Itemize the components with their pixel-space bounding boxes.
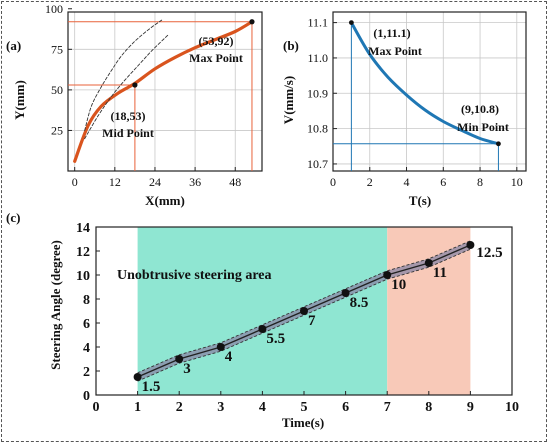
panel-c-region-label: Unobtrusive steering area [117,268,272,283]
panel-a-xlabel: X(mm) [145,193,185,208]
panel-a-ytick-label: 50 [51,83,63,97]
panel-c-ytick-label: 8 [83,293,90,308]
panel-c-point-1 [175,355,184,363]
panel-c-xtick-label: 5 [301,400,308,415]
panel-c-plot: 0 1 2 3 4 5 6 7 8 9 10024681012141.5345.578.510111… [76,221,519,415]
panel-c-xtick-label: 8 [425,400,432,415]
panel-a-ytick-label: 100 [45,2,63,16]
panel-c-xtick-label: 7 [384,400,391,415]
panel-c-xlabel: Time(s) [282,415,324,430]
panel-c-ytick-label: 12 [76,245,90,260]
panel-b-point-1 [496,141,501,147]
panel-c-xtick-label: 4 [259,400,266,415]
panel-c-point-label-6: 10 [391,277,406,293]
panel-b-xtick-label: 4 [404,175,410,189]
panel-a-series-line-0 [73,20,254,163]
panel-a-plot: 0 12 24 36 48 25 50 75 100 [45,2,263,189]
panel-a-mid-name: Mid Point [102,126,154,140]
panel-c: 0 1 2 3 4 5 6 7 8 9 10024681012141.5345.578.510111… [6,210,519,430]
panel-b-point-0 [348,20,354,25]
panel-b-ytick-label: 11.1 [307,16,328,30]
panel-b-axes-frame [332,11,527,172]
panel-c-point-label-1: 3 [183,361,191,377]
panel-c-point-4 [300,307,308,315]
panel-a-ytick-label: 25 [51,123,63,137]
panel-c-point-0 [133,373,142,381]
panel-c-point-8 [466,241,475,249]
panel-b-ytick-label: 10.9 [307,86,328,100]
panel-c-point-label-4: 7 [308,313,316,329]
panel-b-xtick-label: 8 [477,175,483,189]
panel-b: 0 2 4 6 8 10 10.7 10.8 10.9 11.0 11.1 (b) T(s) V(m… [281,11,527,208]
panel-b-min-coord: (9,10.8) [461,102,499,116]
panel-b-series-line [349,21,500,146]
panel-a-label: (a) [6,38,21,53]
panel-c-ytick-label: 4 [83,341,90,356]
panel-c-point-5 [341,289,350,297]
panel-a-max-name: Max Point [189,51,243,65]
panel-c-ytick-label: 14 [76,221,90,236]
panel-a-xtick-label: 12 [109,175,121,189]
panel-a-xtick-label: 36 [189,175,201,189]
panel-c-point-label-8: 12.5 [476,245,502,261]
panel-a-axes-frame [67,11,263,172]
panel-c-xtick-label: 10 [505,400,519,415]
panel-b-plot: 0 2 4 6 8 10 10.7 10.8 10.9 11.0 11.1 [307,11,527,189]
panel-c-point-label-7: 11 [433,265,447,281]
panel-b-xtick-label: 2 [367,175,373,189]
panel-b-xtick-label: 10 [511,175,523,189]
panel-c-xtick-label: 1 [134,400,141,415]
panel-c-label: (c) [6,210,20,225]
panel-a-series-line-2 [84,34,169,140]
panel-c-xtick-label: 0 [93,400,100,415]
panel-c-xtick-label: 9 [467,400,474,415]
panel-a-xtick-label: 24 [149,175,161,189]
panel-b-label: (b) [283,38,299,53]
panel-c-point-7 [424,259,433,267]
panel-a-ytick-label: 75 [51,42,63,56]
panel-a-ylabel: Y(mm) [12,80,27,120]
panel-b-xtick-label: 6 [440,175,446,189]
panel-b-xtick-label: 0 [330,175,336,189]
panel-c-point-label-0: 1.5 [142,379,161,395]
panel-c-point-6 [383,271,392,279]
panel-a-xtick-label: 48 [229,175,241,189]
panel-a-series-line-1 [84,19,163,131]
panel-c-point-label-2: 4 [225,349,233,365]
panel-b-max-name: Max Point [368,44,422,58]
panel-c-xtick-label: 3 [217,400,224,415]
panel-a-xtick-label: 0 [72,175,78,189]
panel-b-ytick-label: 10.8 [307,122,328,136]
panel-c-region-0 [137,227,388,395]
panel-a-mid-coord: (18,53) [111,109,146,123]
panel-b-max-coord: (1,11.1) [373,26,410,40]
panel-b-ytick-label: 10.7 [307,157,328,171]
panel-a-point-1 [249,19,255,25]
panel-a-point-0 [132,82,138,88]
panel-c-xtick-label: 6 [342,400,349,415]
panel-c-ytick-label: 0 [83,389,90,404]
panel-c-ylabel: Steering Angle (degree) [48,240,63,370]
panel-c-point-3 [258,325,267,333]
panel-c-axes-frame [95,226,513,396]
panel-b-ytick-label: 11.0 [307,51,328,65]
panel-a: 0 12 24 36 48 25 50 75 100 (a) X(mm) Y(mm) (53,9… [6,2,263,208]
panel-b-xlabel: T(s) [409,193,431,208]
panel-c-ytick-label: 6 [83,317,90,332]
panel-c-ytick-label: 10 [76,269,90,284]
panel-b-min-name: Min Point [457,120,509,134]
panel-a-max-coord: (53,92) [199,34,234,48]
panel-b-ylabel: V(mm/s) [281,76,296,124]
panel-c-point-label-3: 5.5 [266,331,285,347]
panel-c-point-label-5: 8.5 [350,295,369,311]
panel-c-point-2 [216,343,225,351]
panel-c-xtick-label: 2 [176,400,183,415]
panel-c-ytick-label: 2 [83,365,90,380]
